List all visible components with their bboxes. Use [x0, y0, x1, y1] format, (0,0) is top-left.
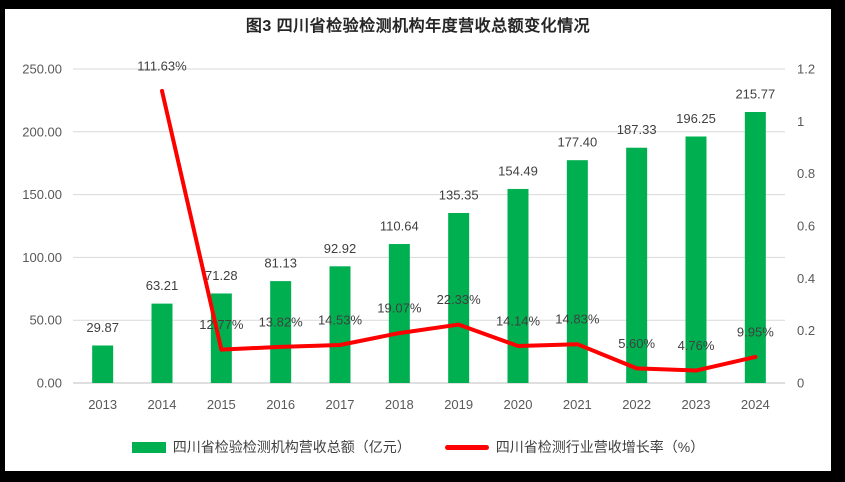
bar-value-label: 71.28	[205, 268, 238, 283]
x-axis-label: 2016	[266, 397, 295, 412]
growth-value-label: 13.82%	[259, 314, 304, 329]
growth-value-label: 14.83%	[555, 312, 600, 327]
growth-value-label: 9.95%	[737, 324, 774, 339]
left-axis-tick: 250.00	[22, 62, 62, 77]
legend-item-growth: 四川省检测行业营收增长率（%）	[444, 437, 705, 457]
legend-item-revenue: 四川省检验检测机构营收总额（亿元）	[131, 437, 411, 457]
right-axis-tick: 0.4	[797, 271, 815, 286]
bar-value-label: 135.35	[439, 188, 479, 203]
legend-label-growth: 四川省检测行业营收增长率（%）	[495, 439, 705, 455]
growth-value-label: 14.53%	[318, 312, 363, 327]
bar-value-label: 187.33	[617, 122, 657, 137]
line-series-swatch-icon	[444, 444, 489, 450]
x-axis-label: 2013	[88, 397, 117, 412]
growth-value-label: 14.14%	[496, 314, 541, 329]
revenue-bar	[329, 266, 351, 383]
revenue-bar	[270, 281, 292, 383]
bar-value-label: 177.40	[557, 135, 597, 150]
left-axis-tick: 50.00	[29, 313, 62, 328]
bar-value-label: 215.77	[735, 86, 775, 101]
legend-label-revenue: 四川省检验检测机构营收总额（亿元）	[172, 439, 411, 455]
legend: 四川省检验检测机构营收总额（亿元） 四川省检测行业营收增长率（%）	[5, 437, 831, 457]
revenue-bar	[210, 293, 232, 383]
bar-series-swatch-icon	[131, 441, 166, 453]
plot-area: 250.00 200.00 150.00 100.00 50.00 0.00 1.2 1 0.8…	[22, 58, 815, 412]
chart-title: 图3 四川省检验检测机构年度营收总额变化情况	[245, 18, 591, 35]
left-axis-tick: 200.00	[22, 124, 62, 139]
bar-value-label: 110.64	[380, 219, 419, 234]
right-axis-tick: 1	[797, 114, 804, 129]
right-axis-tick: 0.6	[797, 219, 815, 234]
left-axis-tick: 0.00	[37, 376, 62, 391]
right-axis-tick: 0	[797, 376, 804, 391]
right-axis-tick: 0.2	[797, 323, 815, 338]
growth-rate-line	[160, 88, 758, 373]
x-axis-label: 2017	[326, 397, 355, 412]
growth-value-label: 5.60%	[618, 336, 655, 351]
x-axis-label: 2018	[385, 397, 414, 412]
bar-value-label: 92.92	[324, 241, 357, 256]
revenue-bar	[388, 244, 410, 383]
revenue-bar	[151, 303, 173, 383]
x-axis-label: 2024	[741, 397, 770, 412]
x-axis-label: 2020	[504, 397, 533, 412]
bar-value-label: 81.13	[264, 256, 297, 271]
growth-value-label: 111.63%	[137, 58, 187, 73]
x-axis-label: 2019	[444, 397, 473, 412]
left-axis-tick: 150.00	[22, 187, 62, 202]
right-axis-tick: 0.8	[797, 166, 815, 181]
x-axis-label: 2023	[682, 397, 711, 412]
bar-value-label: 196.25	[676, 111, 716, 126]
revenue-bar	[626, 147, 648, 383]
bar-value-label: 29.87	[86, 320, 119, 335]
x-axis-label: 2014	[148, 397, 177, 412]
growth-value-label: 12.77%	[199, 317, 244, 332]
growth-value-label: 19.07%	[377, 301, 422, 316]
growth-value-label: 4.76%	[678, 338, 715, 353]
growth-value-label: 22.33%	[437, 292, 482, 307]
revenue-bar	[744, 111, 766, 383]
right-axis-tick: 1.2	[797, 62, 815, 77]
x-axis-label: 2015	[207, 397, 236, 412]
chart-panel: 图3 四川省检验检测机构年度营收总额变化情况 250.00 200.00 150.0…	[5, 9, 831, 471]
bar-value-label: 63.21	[146, 278, 179, 293]
left-axis-tick: 100.00	[22, 250, 62, 265]
bar-value-label: 154.49	[498, 163, 538, 178]
revenue-bar	[507, 188, 529, 383]
revenue-bar	[566, 160, 588, 383]
revenue-bar	[685, 136, 707, 383]
x-axis-label: 2022	[622, 397, 651, 412]
revenue-bar	[92, 345, 114, 383]
revenue-bar	[448, 213, 470, 383]
x-axis-label: 2021	[563, 397, 592, 412]
